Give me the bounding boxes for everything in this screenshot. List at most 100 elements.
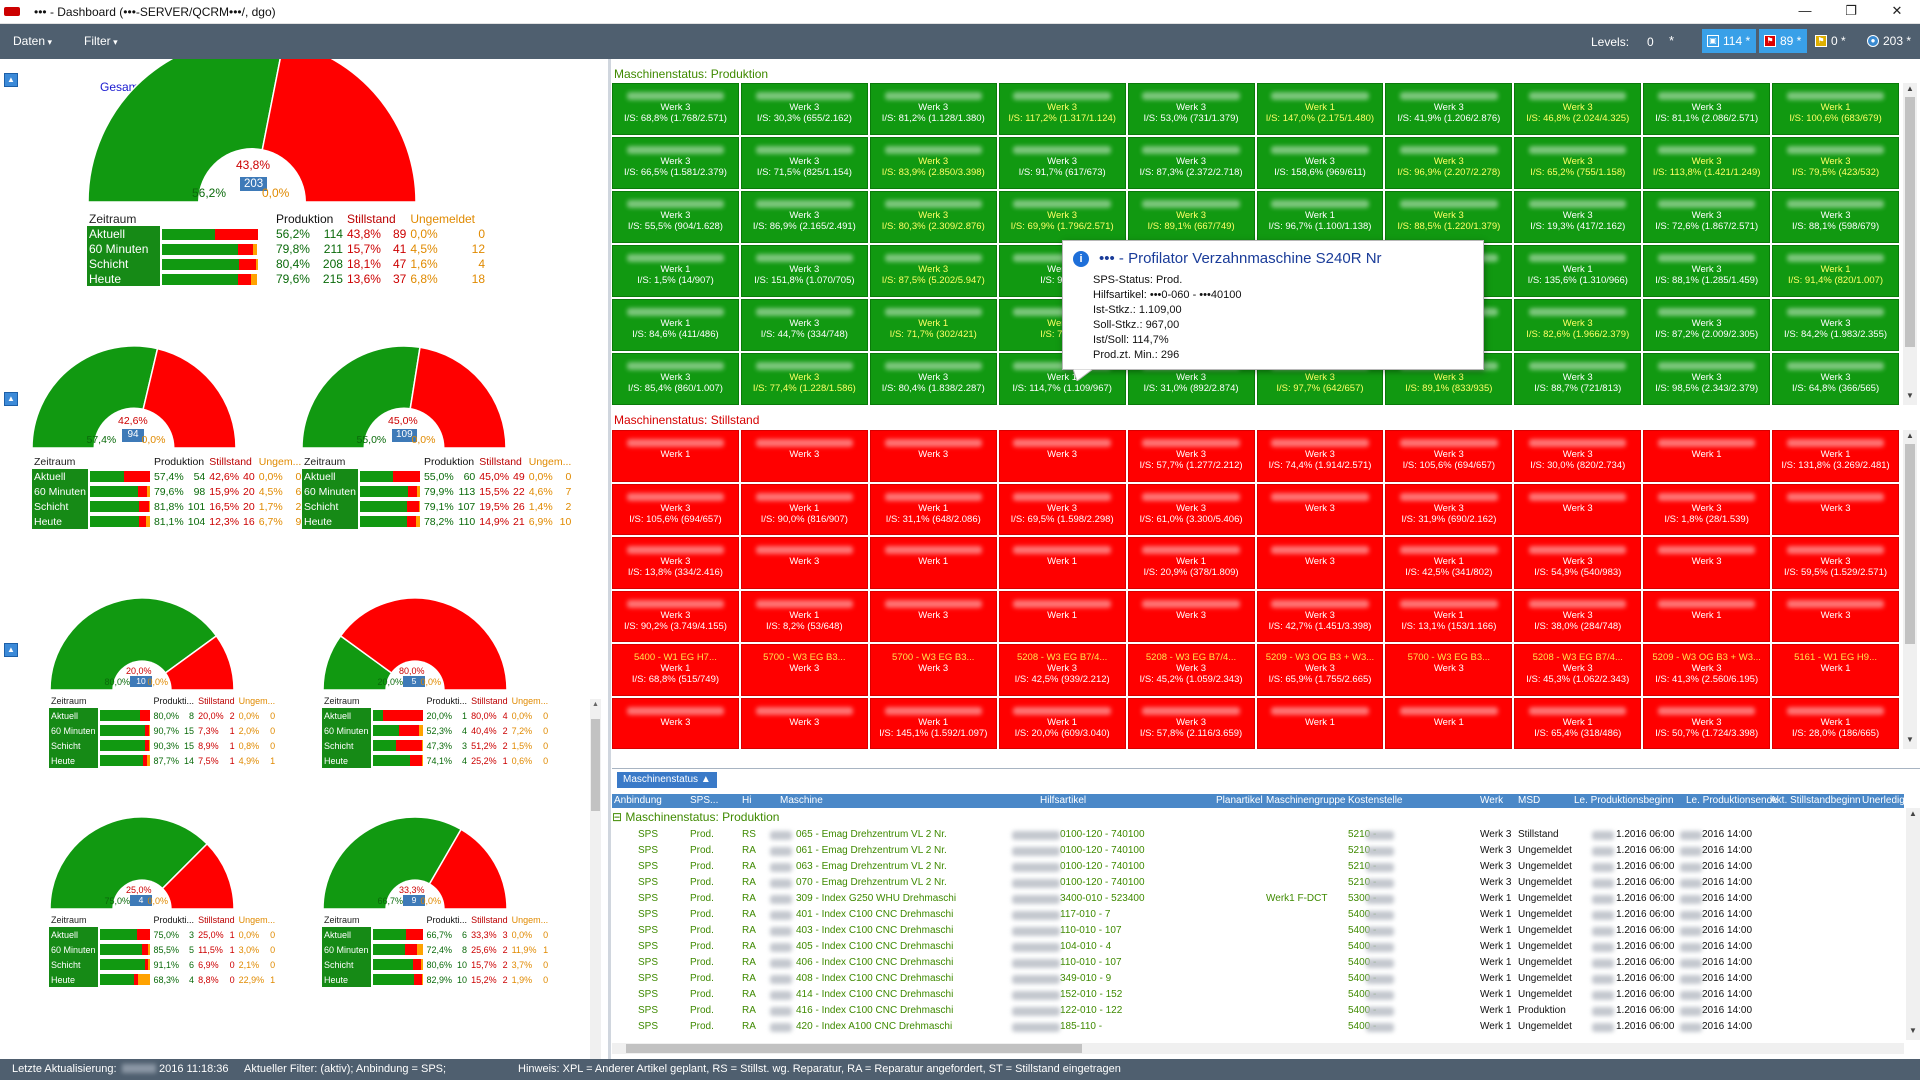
production-machine-tile[interactable]: Werk 3 I/S: 77,4% (1.228/1.586) [740, 353, 868, 405]
production-machine-tile[interactable]: Werk 3 I/S: 85,4% (860/1.007) [612, 353, 739, 405]
standstill-machine-tile[interactable]: Werk 1 I/S: 90,0% (816/907) [740, 483, 868, 535]
gauge-row[interactable]: Schicht 80,4% 208 18,1% 47 1,6% 4 [87, 256, 487, 271]
col-maschinengruppe[interactable]: Maschinengruppe [1266, 795, 1346, 806]
production-machine-tile[interactable]: Werk 1 I/S: 96,7% (1.100/1.138) [1256, 191, 1384, 243]
production-machine-tile[interactable]: Werk 3 I/S: 87,2% (2.009/2.305) [1643, 299, 1771, 351]
table-row[interactable]: SPS Prod. RA 408 - Index C100 CNC Drehmasch… [612, 971, 1904, 987]
standstill-machine-tile[interactable]: Werk 1 [612, 430, 739, 482]
standstill-machine-tile[interactable]: Werk 3 [612, 697, 739, 749]
table-vertical-scrollbar[interactable]: ▲ ▼ [1906, 808, 1920, 1040]
standstill-machine-tile[interactable]: Werk 3 [869, 590, 997, 642]
col-anbindung[interactable]: Anbindung [614, 795, 662, 806]
col-unerledigt[interactable]: Unerledig [1862, 795, 1905, 806]
col-stillstand-begin[interactable]: Akt. Stillstandbeginn [1770, 795, 1861, 806]
standstill-machine-tile[interactable]: Werk 1 I/S: 28,0% (186/665) [1772, 697, 1899, 749]
gauge-row[interactable]: Heute 74,1% 4 25,2% 1 0,6% 0 [322, 753, 550, 768]
scroll-down-icon[interactable]: ▼ [1909, 1026, 1917, 1035]
standstill-machine-tile[interactable]: Werk 3 I/S: 31,9% (690/2.162) [1385, 483, 1513, 535]
standstill-machine-tile[interactable]: Werk 1 I/S: 42,5% (341/802) [1385, 537, 1513, 589]
gauge-row[interactable]: Aktuell 56,2% 114 43,8% 89 0,0% 0 [87, 226, 487, 241]
menu-filter[interactable]: Filter [84, 34, 118, 48]
standstill-machine-tile[interactable]: Werk 3 I/S: 57,7% (1.277/2.212) [1127, 430, 1255, 482]
col-prod-end[interactable]: Le. Produktionsende [1686, 795, 1778, 806]
gauge-row[interactable]: 60 Minuten 72,4% 8 25,6% 2 11,9% 1 [322, 942, 550, 957]
table-row[interactable]: SPS Prod. RA 063 - Emag Drehzentrum VL 2 Nr… [612, 859, 1904, 875]
standstill-machine-tile[interactable]: Werk 3 I/S: 61,0% (3.300/5.406) [1127, 483, 1255, 535]
production-machine-tile[interactable]: Werk 3 I/S: 46,8% (2.024/4.325) [1514, 83, 1642, 135]
standstill-machine-tile[interactable]: Werk 1 I/S: 65,4% (318/486) [1514, 697, 1642, 749]
table-row[interactable]: SPS Prod. RS 065 - Emag Drehzentrum VL 2 Nr… [612, 827, 1904, 843]
gauge-row[interactable]: Schicht 80,6% 10 15,7% 2 3,7% 0 [322, 957, 550, 972]
production-machine-tile[interactable]: Werk 3 I/S: 80,3% (2.309/2.876) [869, 191, 997, 243]
production-count-badge[interactable]: ▣ 114 * [1702, 29, 1757, 53]
table-row[interactable]: SPS Prod. RA 405 - Index C100 CNC Drehmasch… [612, 939, 1904, 955]
standstill-machine-tile[interactable]: Werk 1 I/S: 31,1% (648/2.086) [869, 483, 997, 535]
gauge-row[interactable]: 60 Minuten 90,7% 15 7,3% 1 2,0% 0 [49, 723, 277, 738]
standstill-machine-tile[interactable]: Werk 3 I/S: 105,6% (694/657) [612, 483, 739, 535]
gauge-row[interactable]: Schicht 47,3% 3 51,2% 2 1,5% 0 [322, 738, 550, 753]
standstill-machine-tile[interactable]: Werk 3 I/S: 57,8% (2.116/3.659) [1127, 697, 1255, 749]
panel-splitter[interactable] [608, 59, 611, 1060]
standstill-machine-tile[interactable]: Werk 3 I/S: 59,5% (1.529/2.571) [1772, 537, 1899, 589]
standstill-machine-tile[interactable]: 5161 - W1 EG H9... Werk 1 [1772, 644, 1899, 696]
gauge-row[interactable]: Heute 68,3% 4 8,8% 0 22,9% 1 [49, 972, 277, 987]
total-count-badge[interactable]: ● 203 * [1862, 29, 1918, 53]
col-msd[interactable]: MSD [1518, 795, 1541, 806]
maximize-button[interactable]: ❐ [1845, 3, 1857, 18]
table-row[interactable]: SPS Prod. RA 414 - Index C100 CNC Drehmasch… [612, 987, 1904, 1003]
table-row[interactable]: SPS Prod. RA 406 - Index C100 CNC Drehmasch… [612, 955, 1904, 971]
standstill-machine-tile[interactable]: Werk 3 [1643, 537, 1771, 589]
scroll-up-icon[interactable]: ▲ [1906, 431, 1914, 440]
minimize-button[interactable]: — [1798, 3, 1812, 18]
standstill-count-badge[interactable]: ⚑ 89 * [1759, 29, 1808, 53]
collapse-machines-button[interactable]: ▲ [4, 643, 18, 657]
collapse-werke-button[interactable]: ▲ [4, 392, 18, 406]
gauge-row[interactable]: Aktuell 75,0% 3 25,0% 1 0,0% 0 [49, 927, 277, 942]
table-row[interactable]: SPS Prod. RA 309 - Index G250 WHU Drehmasch… [612, 891, 1904, 907]
standstill-machine-tile[interactable]: Werk 3 I/S: 50,7% (1.724/3.398) [1643, 697, 1771, 749]
standstill-machine-tile[interactable]: Werk 3 I/S: 1,8% (28/1.539) [1643, 483, 1771, 535]
scroll-down-icon[interactable]: ▼ [1906, 391, 1914, 400]
close-button[interactable]: ✕ [1891, 3, 1903, 18]
production-machine-tile[interactable]: Werk 3 I/S: 98,5% (2.343/2.379) [1643, 353, 1771, 405]
production-machine-tile[interactable]: Werk 3 I/S: 88,1% (598/679) [1772, 191, 1899, 243]
standstill-machine-tile[interactable]: Werk 1 [869, 537, 997, 589]
standstill-machine-tile[interactable]: 5700 - W3 EG B3... Werk 3 [1385, 644, 1513, 696]
table-row[interactable]: SPS Prod. RA 061 - Emag Drehzentrum VL 2 Nr… [612, 843, 1904, 859]
gauge-row[interactable]: Aktuell 55,0% 60 45,0% 49 0,0% 0 [302, 469, 573, 484]
gauge-row[interactable]: Aktuell 66,7% 6 33,3% 3 0,0% 0 [322, 927, 550, 942]
production-machine-tile[interactable]: Werk 3 I/S: 19,3% (417/2.162) [1514, 191, 1642, 243]
production-machine-tile[interactable]: Werk 3 I/S: 65,2% (755/1.158) [1514, 137, 1642, 189]
standstill-machine-tile[interactable]: Werk 3 I/S: 30,0% (820/2.734) [1514, 430, 1642, 482]
standstill-machine-tile[interactable]: Werk 1 I/S: 8,2% (53/648) [740, 590, 868, 642]
col-prod-begin[interactable]: Le. Produktionsbeginn [1574, 795, 1674, 806]
standstill-machine-tile[interactable]: Werk 3 I/S: 38,0% (284/748) [1514, 590, 1642, 642]
left-panel-scrollbar[interactable]: ▲ ▼ [590, 699, 601, 1059]
production-machine-tile[interactable]: Werk 3 I/S: 117,2% (1.317/1.124) [998, 83, 1126, 135]
gauge-row[interactable]: Schicht 79,1% 107 19,5% 26 1,4% 2 [302, 499, 573, 514]
gauge-row[interactable]: Heute 82,9% 10 15,2% 2 1,9% 0 [322, 972, 550, 987]
production-machine-tile[interactable]: Werk 3 I/S: 151,8% (1.070/705) [740, 245, 868, 297]
production-machine-tile[interactable]: Werk 3 I/S: 80,4% (1.838/2.287) [869, 353, 997, 405]
production-machine-tile[interactable]: Werk 3 I/S: 113,8% (1.421/1.249) [1643, 137, 1771, 189]
col-sps[interactable]: SPS... [690, 795, 719, 806]
unregistered-count-badge[interactable]: ⚑ 0 * [1810, 29, 1852, 53]
production-machine-tile[interactable]: Werk 3 I/S: 81,2% (1.128/1.380) [869, 83, 997, 135]
production-machine-tile[interactable]: Werk 1 I/S: 71,7% (302/421) [869, 299, 997, 351]
menu-daten[interactable]: Daten [13, 34, 52, 48]
group-row[interactable]: ⊟ Maschinenstatus: Produktion [612, 810, 780, 824]
col-hi[interactable]: Hi [742, 795, 752, 806]
gauge-row[interactable]: 60 Minuten 79,9% 113 15,5% 22 4,6% 7 [302, 484, 573, 499]
standstill-machine-tile[interactable]: Werk 1 I/S: 20,0% (609/3.040) [998, 697, 1126, 749]
standstill-machine-tile[interactable]: Werk 3 I/S: 105,6% (694/657) [1385, 430, 1513, 482]
gauge-row[interactable]: Heute 79,6% 215 13,6% 37 6,8% 18 [87, 271, 487, 286]
production-machine-tile[interactable]: Werk 3 I/S: 81,1% (2.086/2.571) [1643, 83, 1771, 135]
table-row[interactable]: SPS Prod. RA 070 - Emag Drehzentrum VL 2 Nr… [612, 875, 1904, 891]
standstill-machine-tile[interactable]: Werk 3 I/S: 90,2% (3.749/4.155) [612, 590, 739, 642]
gauge-row[interactable]: Schicht 90,3% 15 8,9% 1 0,8% 0 [49, 738, 277, 753]
production-machine-tile[interactable]: Werk 3 I/S: 96,9% (2.207/2.278) [1385, 137, 1513, 189]
gauge-row[interactable]: Schicht 81,8% 101 16,5% 20 1,7% 2 [32, 499, 303, 514]
production-machine-tile[interactable]: Werk 3 I/S: 64,8% (366/565) [1772, 353, 1899, 405]
production-machine-tile[interactable]: Werk 3 I/S: 91,7% (617/673) [998, 137, 1126, 189]
scrollbar-thumb[interactable] [1905, 97, 1915, 347]
